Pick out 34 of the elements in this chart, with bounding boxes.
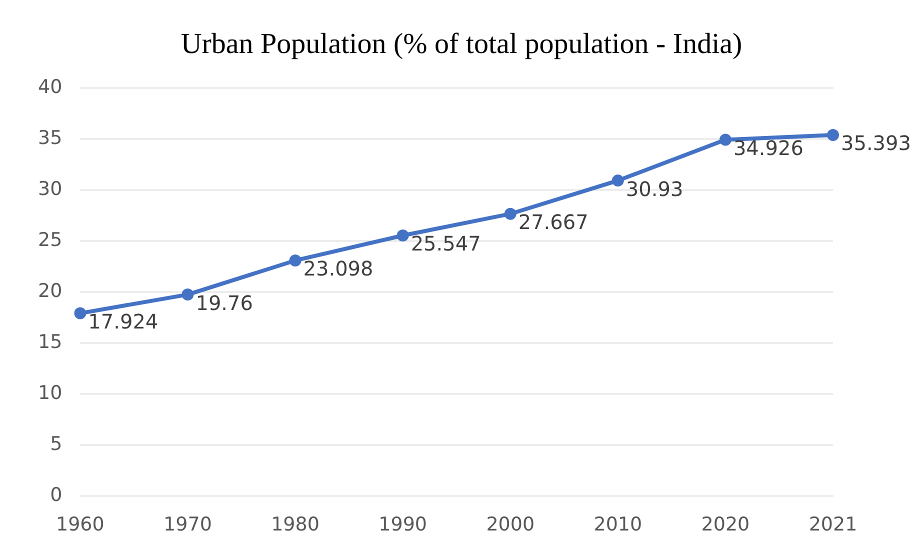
data-label: 23.098 bbox=[303, 256, 374, 281]
x-tick-label: 1980 bbox=[271, 514, 320, 536]
x-tick-label: 1960 bbox=[56, 514, 104, 536]
x-tick-label: 1990 bbox=[378, 514, 427, 536]
y-tick-label: 10 bbox=[38, 382, 62, 404]
data-label: 30.93 bbox=[626, 176, 684, 201]
point bbox=[504, 208, 516, 220]
point bbox=[396, 229, 409, 242]
data-label: 27.667 bbox=[518, 210, 588, 234]
point bbox=[182, 288, 194, 301]
y-tick-label: 5 bbox=[50, 433, 62, 456]
data-label: 25.547 bbox=[410, 232, 481, 256]
x-tick-label: 2020 bbox=[701, 514, 750, 536]
x-tick-label: 2010 bbox=[594, 514, 642, 536]
y-tick-label: 35 bbox=[38, 126, 62, 149]
y-tick-label: 25 bbox=[38, 229, 62, 252]
data-label: 17.924 bbox=[88, 309, 158, 334]
y-tick-label: 40 bbox=[38, 76, 62, 98]
point bbox=[612, 174, 624, 187]
x-tick-label: 1970 bbox=[164, 514, 212, 536]
data-label: 19.76 bbox=[196, 290, 253, 315]
y-tick-label: 15 bbox=[38, 331, 62, 354]
point bbox=[74, 307, 86, 320]
point bbox=[289, 254, 302, 266]
data-label: 35.393 bbox=[841, 131, 911, 156]
x-tick-label: 2000 bbox=[486, 514, 535, 536]
point bbox=[827, 129, 839, 142]
data-label: 34.926 bbox=[733, 136, 804, 160]
y-tick-label: 0 bbox=[50, 484, 62, 506]
y-tick-label: 20 bbox=[38, 280, 62, 302]
chart-title: Urban Population (% of total population - India) bbox=[180, 28, 744, 61]
x-tick-label: 2021 bbox=[808, 514, 858, 536]
point bbox=[719, 134, 732, 146]
y-tick-label: 30 bbox=[38, 178, 62, 200]
